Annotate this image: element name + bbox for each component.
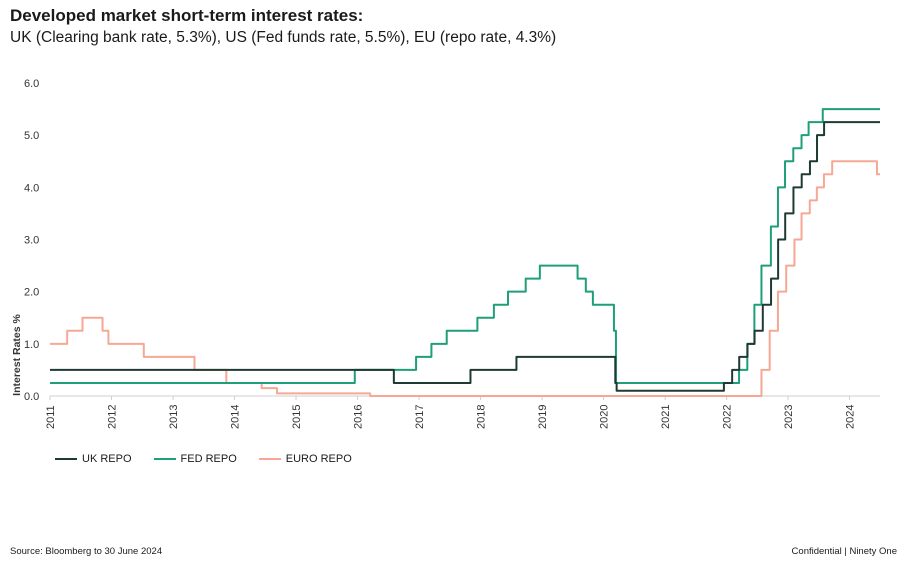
source-note: Source: Bloomberg to 30 June 2024 (10, 546, 163, 557)
legend-swatch-uk (55, 458, 77, 460)
legend-label-fed: FED REPO (180, 453, 237, 465)
x-tick-label: 2019 (537, 405, 549, 429)
series-line-euro-repo (50, 160, 880, 397)
chart-subtitle: UK (Clearing bank rate, 5.3%), US (Fed f… (10, 29, 557, 46)
series-line-fed-repo (50, 108, 880, 384)
legend-item-fed: FED REPO (153, 453, 237, 465)
y-tick-label: 3.0 (24, 235, 39, 247)
chart-title: Developed market short-term interest rat… (10, 6, 364, 25)
y-tick-label: 2.0 (24, 287, 39, 299)
confidential-note: Confidential | Ninety One (791, 546, 897, 557)
x-tick-label: 2013 (168, 405, 180, 429)
x-tick-label: 2011 (45, 405, 57, 429)
legend-label-euro: EURO REPO (285, 453, 352, 465)
x-tick-label: 2017 (414, 405, 426, 429)
x-tick-label: 2020 (599, 405, 611, 429)
x-tick-label: 2023 (783, 405, 795, 429)
x-tick-label: 2016 (352, 405, 364, 429)
legend-item-euro: EURO REPO (258, 453, 352, 465)
legend-swatch-fed (153, 458, 176, 460)
legend-item-uk: UK REPO (55, 453, 132, 465)
x-tick-label: 2014 (230, 405, 242, 429)
x-tick-label: 2015 (291, 405, 303, 429)
y-axis-label: Interest Rates % (11, 313, 23, 395)
x-tick-label: 2012 (106, 405, 118, 429)
x-tick-label: 2024 (845, 405, 857, 429)
y-tick-label: 0.0 (24, 391, 39, 403)
legend-label-uk: UK REPO (82, 453, 132, 465)
x-tick-label: 2021 (660, 405, 672, 429)
y-tick-label: 4.0 (24, 182, 39, 194)
x-tick-label: 2022 (722, 405, 734, 429)
series-line-uk-repo (50, 121, 880, 392)
y-tick-label: 5.0 (24, 130, 39, 142)
y-tick-label: 6.0 (24, 78, 39, 90)
legend-swatch-euro (258, 458, 281, 460)
y-tick-label: 1.0 (24, 339, 39, 351)
legend: UK REPO FED REPO EURO REPO (55, 453, 352, 465)
x-tick-label: 2018 (476, 405, 488, 429)
